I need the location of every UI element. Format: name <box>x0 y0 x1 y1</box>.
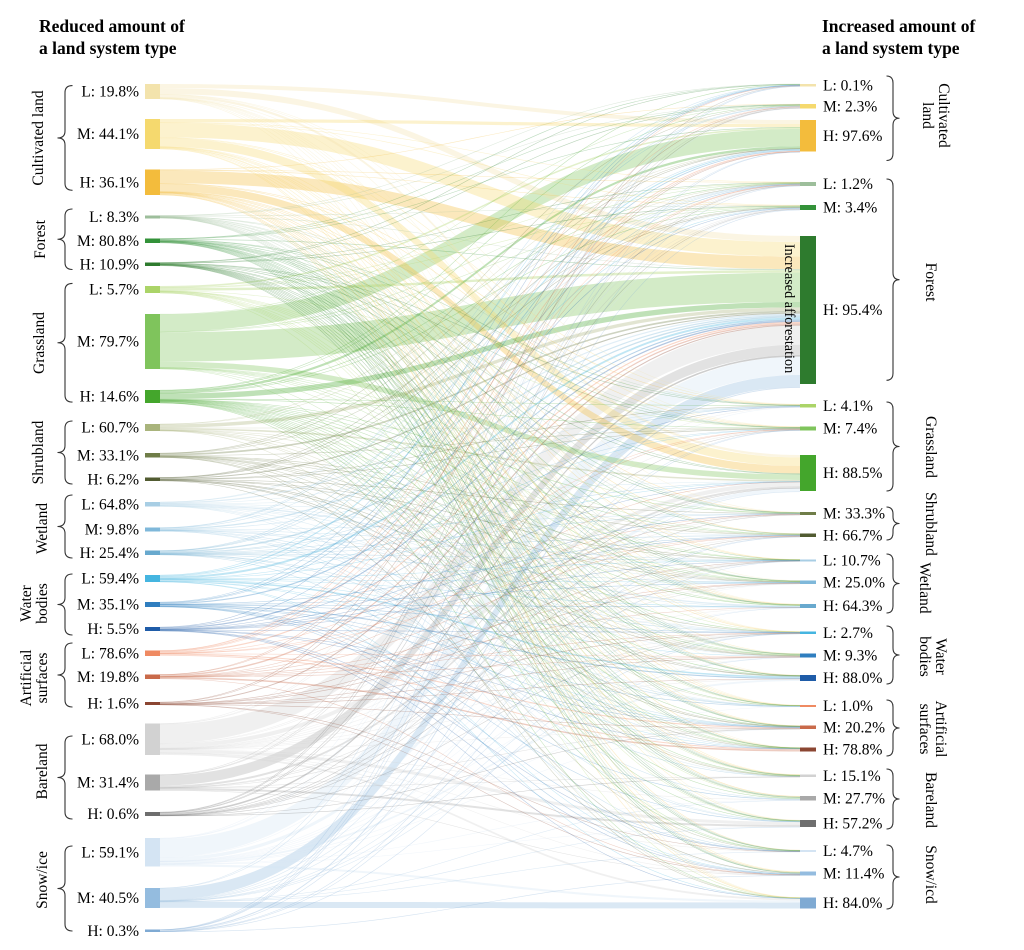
svg-text:H: 0.6%: H: 0.6% <box>87 806 139 823</box>
svg-text:L: 68.0%: L: 68.0% <box>81 732 139 749</box>
svg-text:surfaces: surfaces <box>916 704 933 755</box>
svg-text:H: 10.9%: H: 10.9% <box>80 256 140 273</box>
svg-text:M: 20.2%: M: 20.2% <box>823 720 885 737</box>
svg-text:Grassland: Grassland <box>922 416 939 478</box>
svg-text:M: 25.0%: M: 25.0% <box>823 575 885 592</box>
svg-text:H: 57.2%: H: 57.2% <box>823 816 883 833</box>
svg-text:H: 36.1%: H: 36.1% <box>80 174 140 191</box>
svg-text:M: 9.3%: M: 9.3% <box>823 648 877 665</box>
svg-text:Shrubland: Shrubland <box>30 420 47 484</box>
svg-text:Shrubland: Shrubland <box>922 492 939 556</box>
svg-text:H: 97.6%: H: 97.6% <box>823 128 883 145</box>
svg-text:a land system type: a land system type <box>822 38 960 58</box>
svg-text:H: 95.4%: H: 95.4% <box>823 302 883 319</box>
svg-text:L: 19.8%: L: 19.8% <box>81 84 139 101</box>
svg-text:L: 78.6%: L: 78.6% <box>81 646 139 663</box>
svg-text:L: 0.1%: L: 0.1% <box>823 78 873 95</box>
svg-text:L: 4.7%: L: 4.7% <box>823 843 873 860</box>
svg-text:H: 5.5%: H: 5.5% <box>87 621 139 638</box>
svg-text:M: 44.1%: M: 44.1% <box>77 126 139 143</box>
svg-text:M: 7.4%: M: 7.4% <box>823 421 877 438</box>
svg-text:M: 35.1%: M: 35.1% <box>77 597 139 614</box>
svg-text:H: 0.3%: H: 0.3% <box>87 923 139 940</box>
svg-text:a land system type: a land system type <box>39 38 177 58</box>
svg-text:Grassland: Grassland <box>31 312 48 374</box>
svg-text:Forest: Forest <box>32 219 49 258</box>
svg-text:L: 5.7%: L: 5.7% <box>89 282 139 299</box>
svg-text:H: 78.8%: H: 78.8% <box>823 742 883 759</box>
svg-text:Wetland: Wetland <box>34 503 51 555</box>
svg-text:L: 15.1%: L: 15.1% <box>823 768 881 785</box>
svg-text:M: 33.3%: M: 33.3% <box>823 506 885 523</box>
svg-text:Artificial: Artificial <box>932 701 949 758</box>
svg-text:L: 4.1%: L: 4.1% <box>823 398 873 415</box>
svg-text:H: 6.2%: H: 6.2% <box>87 471 139 488</box>
svg-text:H: 64.3%: H: 64.3% <box>823 598 883 615</box>
svg-text:L: 60.7%: L: 60.7% <box>81 420 139 437</box>
svg-text:M: 40.5%: M: 40.5% <box>77 890 139 907</box>
svg-text:Wetland: Wetland <box>916 562 933 614</box>
svg-text:L: 1.2%: L: 1.2% <box>823 176 873 193</box>
svg-text:Artificial: Artificial <box>18 650 35 707</box>
svg-text:Bareland: Bareland <box>34 743 51 799</box>
svg-text:M: 27.7%: M: 27.7% <box>823 791 885 808</box>
svg-text:H: 88.0%: H: 88.0% <box>823 670 883 687</box>
svg-text:Cultivated: Cultivated <box>935 83 952 148</box>
svg-text:M: 3.4%: M: 3.4% <box>823 200 877 217</box>
svg-text:Water: Water <box>932 638 949 675</box>
svg-text:H: 88.5%: H: 88.5% <box>823 465 883 482</box>
svg-text:M: 80.8%: M: 80.8% <box>77 233 139 250</box>
svg-text:H: 1.6%: H: 1.6% <box>87 696 139 713</box>
svg-text:H: 14.6%: H: 14.6% <box>80 389 140 406</box>
svg-text:surfaces: surfaces <box>34 653 51 704</box>
svg-text:Cultivated land: Cultivated land <box>30 90 47 185</box>
svg-text:M: 33.1%: M: 33.1% <box>77 447 139 464</box>
svg-text:M: 31.4%: M: 31.4% <box>77 775 139 792</box>
svg-text:Increased amount of: Increased amount of <box>822 16 975 36</box>
svg-text:Increased afforestation: Increased afforestation <box>781 244 797 373</box>
svg-text:Bareland: Bareland <box>922 772 939 828</box>
svg-text:M: 11.4%: M: 11.4% <box>823 866 885 883</box>
svg-text:L: 10.7%: L: 10.7% <box>823 553 881 570</box>
svg-text:bodies: bodies <box>34 583 51 623</box>
svg-text:Forest: Forest <box>922 263 939 302</box>
svg-text:L: 59.4%: L: 59.4% <box>81 571 139 588</box>
svg-text:L: 64.8%: L: 64.8% <box>81 496 139 513</box>
svg-text:land: land <box>919 102 936 129</box>
svg-text:H: 84.0%: H: 84.0% <box>823 895 883 912</box>
svg-text:L: 8.3%: L: 8.3% <box>89 209 139 226</box>
svg-text:M: 9.8%: M: 9.8% <box>85 522 139 539</box>
svg-text:M: 79.7%: M: 79.7% <box>77 334 139 351</box>
svg-text:L: 2.7%: L: 2.7% <box>823 625 873 642</box>
svg-text:M: 2.3%: M: 2.3% <box>823 99 877 116</box>
svg-text:H: 66.7%: H: 66.7% <box>823 528 883 545</box>
svg-text:L: 59.1%: L: 59.1% <box>81 845 139 862</box>
svg-text:Snow/icd: Snow/icd <box>922 845 939 904</box>
svg-text:Snow/ice: Snow/ice <box>34 851 51 909</box>
svg-text:M: 19.8%: M: 19.8% <box>77 669 139 686</box>
svg-text:L: 1.0%: L: 1.0% <box>823 698 873 715</box>
svg-text:bodies: bodies <box>916 636 933 676</box>
svg-text:H: 25.4%: H: 25.4% <box>80 545 140 562</box>
svg-text:Reduced amount of: Reduced amount of <box>39 16 185 36</box>
svg-text:Water: Water <box>18 584 35 621</box>
